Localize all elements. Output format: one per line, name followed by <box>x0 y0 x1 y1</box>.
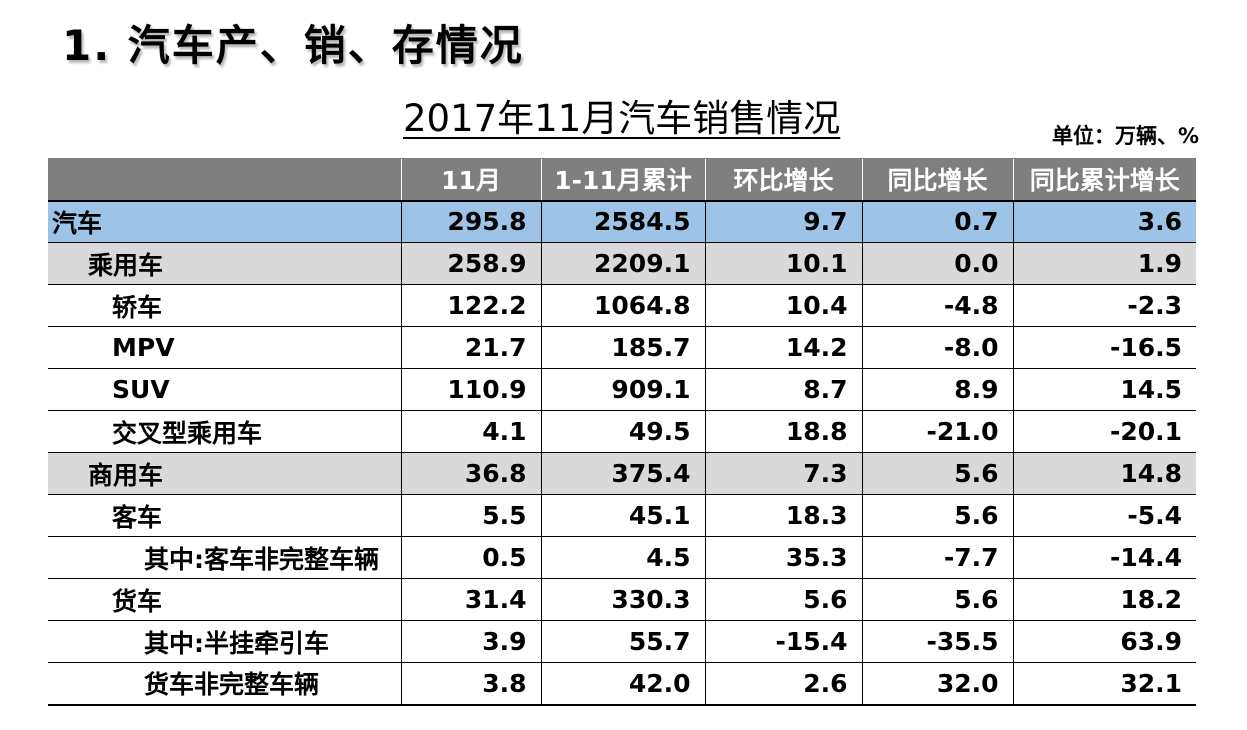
row-label: 交叉型乘用车 <box>48 410 401 453</box>
cell-month: 0.5 <box>400 536 541 579</box>
table-row: 轿车 122.2 1064.8 10.4 -4.8 -2.3 <box>48 284 1196 327</box>
cell-mom-growth: 2.6 <box>704 662 862 706</box>
cell-yoy-growth: 0.0 <box>861 242 1013 285</box>
table-title: 2017年11月汽车销售情况 <box>403 97 841 140</box>
header-cell-mom-growth: 环比增长 <box>704 158 862 202</box>
cell-month: 3.8 <box>400 662 541 706</box>
row-label: 商用车 <box>48 452 401 495</box>
table-row: 货车非完整车辆 3.8 42.0 2.6 32.0 32.1 <box>48 662 1196 706</box>
cell-cumulative: 4.5 <box>540 536 705 579</box>
table-row: 交叉型乘用车 4.1 49.5 18.8 -21.0 -20.1 <box>48 410 1196 453</box>
cell-yoy-growth: -7.7 <box>861 536 1013 579</box>
cell-mom-growth: 18.3 <box>704 494 862 537</box>
cell-yoy-cumulative-growth: 14.5 <box>1012 368 1196 411</box>
table-row: 乘用车 258.9 2209.1 10.1 0.0 1.9 <box>48 242 1196 285</box>
row-label: 乘用车 <box>48 242 401 285</box>
row-label: 轿车 <box>48 284 401 327</box>
cell-yoy-growth: 8.9 <box>861 368 1013 411</box>
cell-yoy-growth: 0.7 <box>861 200 1013 243</box>
cell-yoy-cumulative-growth: 1.9 <box>1012 242 1196 285</box>
cell-yoy-cumulative-growth: 18.2 <box>1012 578 1196 621</box>
cell-cumulative: 49.5 <box>540 410 705 453</box>
cell-month: 21.7 <box>400 326 541 369</box>
table-row: 商用车 36.8 375.4 7.3 5.6 14.8 <box>48 452 1196 495</box>
cell-yoy-cumulative-growth: -14.4 <box>1012 536 1196 579</box>
cell-yoy-growth: 5.6 <box>861 452 1013 495</box>
cell-yoy-cumulative-growth: -20.1 <box>1012 410 1196 453</box>
cell-cumulative: 375.4 <box>540 452 705 495</box>
cell-yoy-cumulative-growth: 3.6 <box>1012 200 1196 243</box>
cell-cumulative: 42.0 <box>540 662 705 706</box>
header-cell-category <box>48 158 401 202</box>
table-row: 货车 31.4 330.3 5.6 5.6 18.2 <box>48 578 1196 621</box>
cell-cumulative: 2209.1 <box>540 242 705 285</box>
cell-yoy-growth: 5.6 <box>861 494 1013 537</box>
cell-cumulative: 55.7 <box>540 620 705 663</box>
cell-month: 122.2 <box>400 284 541 327</box>
row-label: 汽车 <box>48 200 401 243</box>
row-label: MPV <box>48 326 401 369</box>
unit-label: 单位：万辆、% <box>1051 124 1199 148</box>
cell-yoy-growth: -4.8 <box>861 284 1013 327</box>
cell-yoy-cumulative-growth: 63.9 <box>1012 620 1196 663</box>
cell-cumulative: 330.3 <box>540 578 705 621</box>
cell-mom-growth: -15.4 <box>704 620 862 663</box>
cell-yoy-cumulative-growth: -2.3 <box>1012 284 1196 327</box>
header-cell-month: 11月 <box>400 158 541 202</box>
header-cell-yoy-growth: 同比增长 <box>861 158 1013 202</box>
cell-yoy-cumulative-growth: 32.1 <box>1012 662 1196 706</box>
cell-cumulative: 909.1 <box>540 368 705 411</box>
header-cell-yoy-cumulative-growth: 同比累计增长 <box>1012 158 1196 202</box>
cell-mom-growth: 7.3 <box>704 452 862 495</box>
cell-cumulative: 1064.8 <box>540 284 705 327</box>
row-label: 货车非完整车辆 <box>48 662 401 706</box>
row-label: 其中:客车非完整车辆 <box>48 536 401 579</box>
cell-mom-growth: 9.7 <box>704 200 862 243</box>
cell-yoy-growth: -8.0 <box>861 326 1013 369</box>
cell-yoy-growth: -35.5 <box>861 620 1013 663</box>
cell-month: 4.1 <box>400 410 541 453</box>
row-label: 货车 <box>48 578 401 621</box>
cell-month: 31.4 <box>400 578 541 621</box>
table-row: 其中:客车非完整车辆 0.5 4.5 35.3 -7.7 -14.4 <box>48 536 1196 579</box>
section-title: 1. 汽车产、销、存情况 <box>62 21 524 70</box>
cell-cumulative: 45.1 <box>540 494 705 537</box>
table-row: 汽车 295.8 2584.5 9.7 0.7 3.6 <box>48 200 1196 243</box>
cell-mom-growth: 8.7 <box>704 368 862 411</box>
table-row: 其中:半挂牵引车 3.9 55.7 -15.4 -35.5 63.9 <box>48 620 1196 663</box>
cell-yoy-growth: -21.0 <box>861 410 1013 453</box>
cell-yoy-growth: 5.6 <box>861 578 1013 621</box>
cell-month: 3.9 <box>400 620 541 663</box>
cell-mom-growth: 18.8 <box>704 410 862 453</box>
cell-cumulative: 185.7 <box>540 326 705 369</box>
cell-mom-growth: 14.2 <box>704 326 862 369</box>
sales-table: 11月 1-11月累计 环比增长 同比增长 同比累计增长 汽车 295.8 25… <box>48 158 1196 706</box>
row-label: 客车 <box>48 494 401 537</box>
row-label: SUV <box>48 368 401 411</box>
cell-mom-growth: 35.3 <box>704 536 862 579</box>
header-cell-cumulative: 1-11月累计 <box>540 158 705 202</box>
cell-mom-growth: 10.4 <box>704 284 862 327</box>
cell-month: 110.9 <box>400 368 541 411</box>
cell-yoy-cumulative-growth: -16.5 <box>1012 326 1196 369</box>
cell-yoy-cumulative-growth: -5.4 <box>1012 494 1196 537</box>
cell-month: 258.9 <box>400 242 541 285</box>
table-row: 客车 5.5 45.1 18.3 5.6 -5.4 <box>48 494 1196 537</box>
cell-yoy-growth: 32.0 <box>861 662 1013 706</box>
cell-month: 5.5 <box>400 494 541 537</box>
cell-cumulative: 2584.5 <box>540 200 705 243</box>
table-row: SUV 110.9 909.1 8.7 8.9 14.5 <box>48 368 1196 411</box>
cell-mom-growth: 10.1 <box>704 242 862 285</box>
cell-month: 36.8 <box>400 452 541 495</box>
cell-yoy-cumulative-growth: 14.8 <box>1012 452 1196 495</box>
cell-mom-growth: 5.6 <box>704 578 862 621</box>
table-row: MPV 21.7 185.7 14.2 -8.0 -16.5 <box>48 326 1196 369</box>
row-label: 其中:半挂牵引车 <box>48 620 401 663</box>
table-header-row: 11月 1-11月累计 环比增长 同比增长 同比累计增长 <box>48 158 1196 202</box>
cell-month: 295.8 <box>400 200 541 243</box>
